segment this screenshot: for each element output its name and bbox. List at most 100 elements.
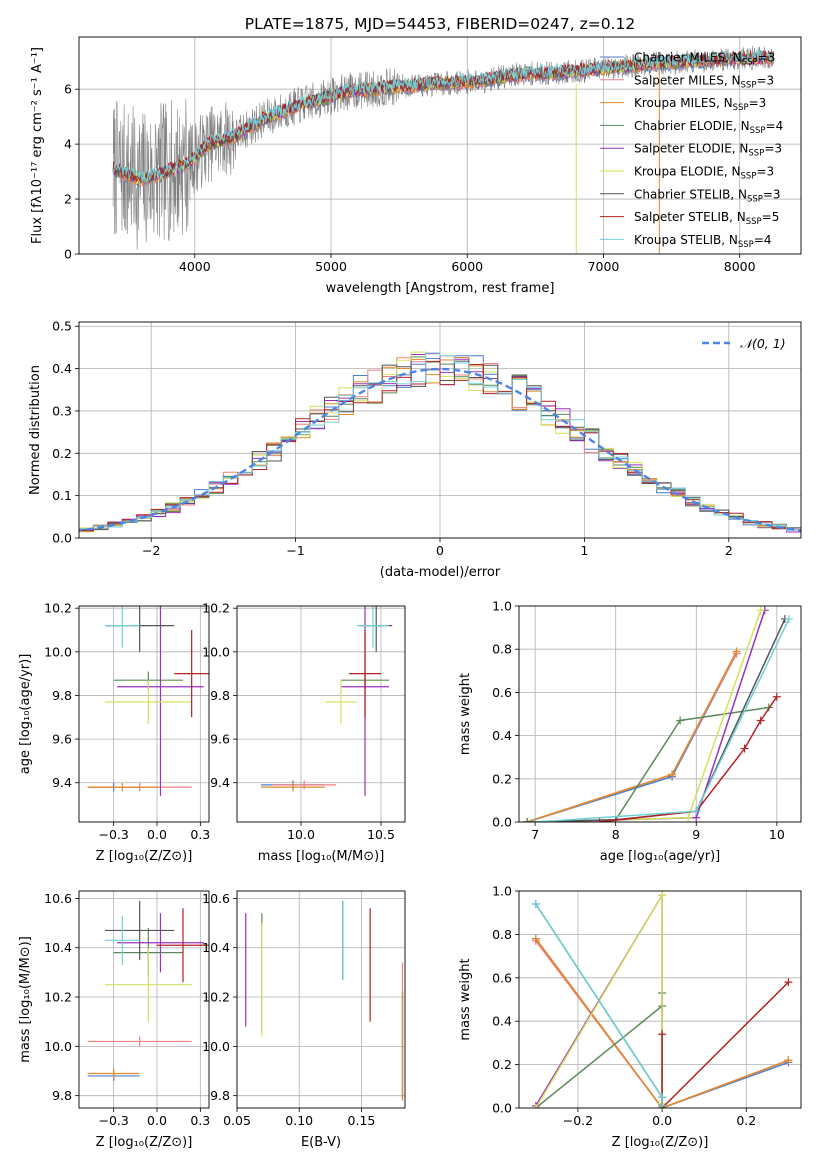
plot-area-mass-weight-vs-Z <box>531 891 793 1108</box>
x-tick-label: 9 <box>692 827 700 842</box>
data-point <box>531 934 540 943</box>
legend-entry: 𝒩(0, 1) <box>740 336 786 351</box>
data-point <box>684 813 693 822</box>
y-tick-label: 6 <box>64 82 72 97</box>
y-tick-label: 0.2 <box>492 1057 512 1072</box>
x-tick-label: 8000 <box>724 259 756 274</box>
axes-frame <box>518 890 802 1109</box>
legend-sub: SSP <box>733 103 749 113</box>
legend-sub: SSP <box>741 80 757 90</box>
axes-frame <box>78 36 802 255</box>
legend-entry: Salpeter ELODIE, NSSP=3 <box>634 142 782 159</box>
y-tick-label: 10.6 <box>44 891 72 906</box>
legend-entry: Chabrier ELODIE, NSSP=4 <box>634 119 783 136</box>
legend-label: Chabrier STELIB, N <box>634 187 747 201</box>
x-tick-label: 1 <box>580 543 588 558</box>
chart-age-vs-Z: −0.3 0.0 0.3 9.4 9.6 9.8 10.0 10.2 Z [log₁₀(Z/Z⊙… <box>18 601 210 864</box>
data-point <box>531 818 540 822</box>
axes-frame <box>78 605 210 823</box>
series-line <box>535 938 789 1108</box>
x-tick-label: 2 <box>725 543 733 558</box>
x-axis-label: (data-model)/error <box>380 565 501 580</box>
plot-area-age-vs-mass <box>261 606 393 796</box>
legend-entry: Kroupa ELODIE, NSSP=3 <box>634 165 774 182</box>
chart-mass-vs-Z: −0.3 0.0 0.3 9.8 10.0 10.2 10.4 10.6 Z [log₁₀(Z/… <box>18 890 210 1150</box>
data-point <box>531 1104 540 1108</box>
data-point <box>784 978 793 987</box>
legend-tail: =3 <box>764 142 782 156</box>
x-tick-label: 4000 <box>179 259 211 274</box>
y-tick-label: 0.8 <box>492 927 512 942</box>
data-point <box>658 1030 667 1039</box>
x-tick-label: −1 <box>286 543 304 558</box>
y-tick-label: 0.4 <box>492 728 512 743</box>
axes-frame <box>236 605 406 823</box>
legend-sub: SSP <box>741 172 757 182</box>
legend-sub: SSP <box>738 240 754 250</box>
y-tick-label: 9.4 <box>52 775 72 790</box>
x-tick-label: 10.5 <box>367 827 395 842</box>
legend-label: Salpeter STELIB, N <box>634 210 746 224</box>
plot-area-mass-vs-ebv <box>245 900 404 1101</box>
legend-tail: =3 <box>749 96 767 110</box>
y-tick-label: 10.2 <box>202 990 230 1005</box>
y-tick-label: 0.4 <box>492 1014 512 1029</box>
y-tick-label: 0 <box>64 247 72 262</box>
x-tick-label: −0.2 <box>563 1113 593 1128</box>
plot-area-mass-weight-vs-age <box>523 606 793 822</box>
x-tick-label: 5000 <box>315 259 347 274</box>
y-tick-label: 4 <box>64 137 72 152</box>
data-point <box>523 818 532 822</box>
data-point <box>756 716 765 725</box>
y-tick-label: 0.3 <box>52 403 72 418</box>
y-axis-label: mass weight <box>458 673 473 755</box>
x-tick-label: 0.15 <box>348 1113 376 1128</box>
y-tick-label: 10.4 <box>202 940 230 955</box>
data-point <box>676 716 685 725</box>
y-axis-label: mass [log₁₀(M/M⊙)] <box>18 936 33 1063</box>
y-tick-label: 0.6 <box>492 970 512 985</box>
model-spectrum <box>112 50 774 183</box>
y-tick-label: 9.8 <box>52 1088 72 1103</box>
y-axis-label: age [log₁₀(age/yr)] <box>18 654 33 775</box>
y-tick-label: 0.2 <box>492 771 512 786</box>
chart-age-vs-mass: 10.0 10.5 9.4 9.6 9.8 10.0 10.2 mass [log₁₀(M/M… <box>202 601 406 864</box>
x-axis-label: wavelength [Angstrom, rest frame] <box>326 281 555 296</box>
y-tick-label: 0.0 <box>492 1101 512 1116</box>
data-point <box>658 1093 667 1102</box>
axes-frame <box>236 890 406 1109</box>
x-axis-label: age [log₁₀(age/yr)] <box>600 849 721 864</box>
legend-sub: SSP <box>747 194 763 204</box>
y-tick-label: 0.4 <box>52 361 72 376</box>
y-tick-label: 9.6 <box>52 732 72 747</box>
y-tick-label: 0.1 <box>52 488 72 503</box>
x-tick-label: 0.3 <box>190 1113 210 1128</box>
x-tick-label: 0.05 <box>223 1113 251 1128</box>
data-point <box>658 1101 667 1108</box>
data-point <box>595 818 604 822</box>
legend-label: Kroupa ELODIE, N <box>634 165 741 179</box>
x-tick-label: 7000 <box>588 259 620 274</box>
y-tick-label: 9.8 <box>210 1088 230 1103</box>
y-tick-label: 9.8 <box>52 688 72 703</box>
data-point <box>756 606 765 615</box>
series-line <box>535 610 762 822</box>
legend-entry: Chabrier STELIB, NSSP=3 <box>634 187 781 204</box>
x-tick-label: 10.0 <box>287 827 315 842</box>
legend-sub: SSP <box>746 217 762 227</box>
y-tick-label: 0.5 <box>52 319 72 334</box>
x-axis-label: Z [log₁₀(Z/Z⊙)] <box>96 1135 193 1150</box>
x-tick-label: −2 <box>142 543 160 558</box>
chart-spectrum: 4000 5000 6000 7000 8000 0 2 4 6 wavelength [Angs… <box>30 15 802 296</box>
x-tick-label: 0.0 <box>147 827 167 842</box>
x-tick-label: 0.0 <box>652 1113 672 1128</box>
legend-tail: =3 <box>756 73 774 87</box>
y-axis-label: Flux [fλ10⁻¹⁷ erg cm⁻² s⁻¹ A⁻¹] <box>30 47 45 244</box>
data-point <box>772 692 781 701</box>
legend-label: Salpeter ELODIE, N <box>634 142 748 156</box>
plot-area-mass-vs-Z <box>87 900 209 1081</box>
chart-title: PLATE=1875, MJD=54453, FIBERID=0247, z=0… <box>245 15 635 33</box>
legend-entry: Chabrier MILES, NSSP=3 <box>634 51 775 68</box>
y-tick-label: 1.0 <box>492 884 512 899</box>
x-tick-label: 10 <box>769 827 785 842</box>
